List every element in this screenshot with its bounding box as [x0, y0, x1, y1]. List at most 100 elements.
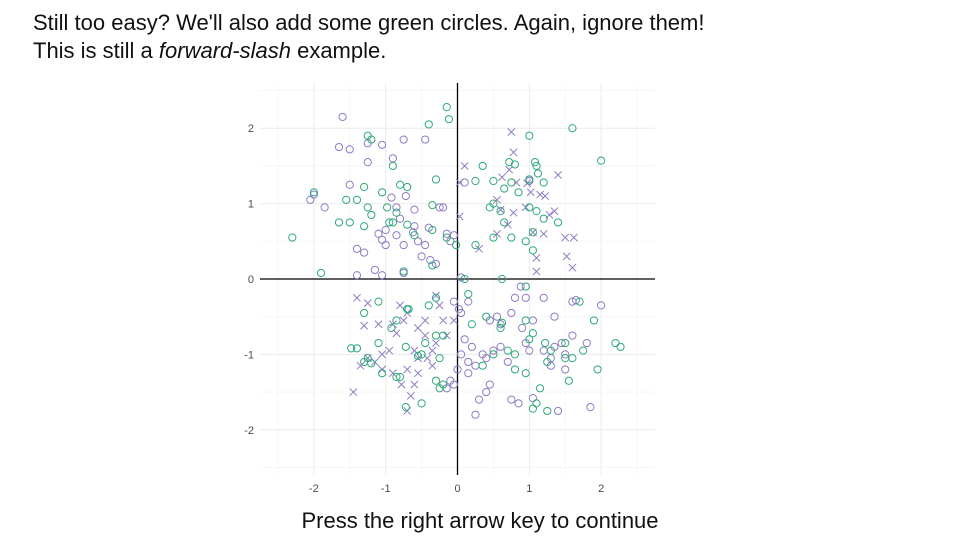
data-point-x-stroke: [507, 128, 516, 136]
x-tick-label: 0: [454, 483, 460, 495]
data-point-x: [363, 299, 372, 308]
data-point-green-circle: [546, 346, 555, 355]
data-point-green-circle: [428, 225, 437, 235]
data-point-green-circle: [367, 135, 376, 144]
data-point-x: [403, 365, 412, 374]
data-point-x: [498, 173, 506, 182]
data-point-green-circle: [541, 338, 550, 348]
data-point-x-stroke: [410, 346, 419, 355]
data-point-x-stroke: [353, 293, 361, 302]
data-point-purple-circle: [464, 369, 473, 378]
data-point-green-circle: [367, 210, 376, 220]
data-point-purple-circle: [449, 231, 459, 240]
data-point-green-circle: [482, 312, 491, 321]
data-point-green-circle: [431, 293, 441, 302]
data-point-green-circle: [435, 384, 444, 393]
data-point-purple-circle: [464, 297, 473, 306]
data-point-x: [526, 188, 535, 197]
data-point-green-circle: [360, 182, 369, 192]
data-point-purple-circle: [460, 178, 469, 187]
data-point-x-stroke: [397, 380, 406, 389]
data-point-x-stroke: [526, 188, 535, 197]
data-point-x: [568, 263, 577, 272]
data-point-x-stroke: [428, 361, 437, 370]
y-tick-label: 2: [248, 123, 254, 135]
data-point-green-circle: [316, 268, 326, 278]
data-point-green-circle: [528, 329, 538, 338]
data-point-green-circle: [611, 338, 620, 348]
data-point-x-stroke: [360, 321, 369, 330]
data-point-x-stroke: [503, 220, 512, 229]
data-point-purple-circle: [426, 256, 435, 265]
data-point-green-circle: [500, 218, 509, 227]
data-point-purple-circle: [392, 203, 401, 212]
data-point-purple-circle: [381, 225, 390, 235]
data-point-green-circle: [485, 203, 494, 212]
data-point-purple-circle: [510, 293, 520, 302]
y-tick-label: 0: [248, 274, 254, 286]
data-point-green-circle: [388, 218, 397, 227]
data-point-purple-circle: [496, 320, 505, 329]
data-point-green-circle: [442, 233, 451, 242]
data-point-green-circle: [464, 289, 473, 299]
data-point-green-circle: [352, 344, 362, 353]
data-point-green-circle: [347, 344, 356, 353]
data-point-purple-circle: [586, 403, 595, 412]
y-tick-label: -1: [244, 349, 254, 361]
data-point-purple-circle: [528, 316, 538, 325]
data-point-x: [523, 179, 532, 188]
data-point-x-stroke: [414, 369, 422, 378]
data-point-green-circle: [532, 399, 541, 408]
data-point-x-stroke: [539, 229, 548, 238]
data-point-green-circle: [510, 365, 520, 374]
data-point-green-circle: [500, 184, 509, 193]
data-point-x-stroke: [493, 229, 501, 238]
data-point-purple-circle: [456, 350, 466, 359]
data-point-x: [562, 252, 571, 261]
data-point-purple-circle: [374, 229, 383, 238]
data-point-purple-circle: [467, 342, 476, 351]
data-point-purple-circle: [421, 135, 430, 144]
data-point-green-circle: [421, 338, 430, 348]
data-point-green-circle: [616, 342, 625, 351]
y-tick-label: -2: [244, 425, 254, 437]
instructions: Still too easy? We'll also add some gree…: [33, 9, 704, 65]
data-point-x-stroke: [378, 350, 387, 359]
data-point-x-stroke: [561, 233, 570, 242]
data-point-x: [536, 190, 545, 199]
data-point-purple-circle: [377, 140, 387, 149]
data-point-x: [406, 391, 415, 400]
data-point-green-circle: [403, 182, 412, 192]
data-point-x: [432, 339, 440, 348]
data-point-purple-circle: [597, 301, 606, 310]
x-tick-label: -1: [381, 483, 391, 495]
data-point-x-stroke: [509, 148, 518, 157]
data-point-purple-circle: [503, 357, 512, 367]
data-point-purple-circle: [518, 323, 527, 333]
data-point-green-circle: [385, 218, 394, 227]
data-point-green-circle: [510, 350, 520, 359]
data-point-green-circle: [363, 354, 372, 363]
data-point-x: [475, 244, 483, 253]
data-point-green-circle: [451, 240, 461, 250]
data-point-purple-circle: [352, 271, 362, 280]
data-point-purple-circle: [478, 350, 487, 359]
tick-labels: -2 -1 0 1 2 -2 -1 0 1 2: [244, 123, 604, 495]
data-point-purple-circle: [471, 410, 480, 419]
data-point-purple-circle: [485, 380, 494, 389]
data-point-x-stroke: [439, 316, 448, 325]
data-point-purple-circle: [381, 240, 390, 250]
data-point-green-circle: [460, 274, 469, 284]
data-point-purple-circle: [401, 191, 410, 201]
data-point-green-circle: [334, 218, 344, 227]
x-tick-label: -2: [309, 483, 319, 495]
data-point-purple-circle: [525, 346, 534, 355]
data-point-x-stroke: [421, 331, 430, 340]
data-point-green-circle: [377, 369, 387, 378]
x-tick-label: 1: [526, 483, 532, 495]
data-point-purple-circle: [471, 361, 480, 370]
data-point-x: [509, 148, 518, 157]
data-point-purple-circle: [489, 346, 498, 355]
data-point-x-stroke: [421, 316, 430, 325]
x-tick-label: 2: [598, 483, 604, 495]
